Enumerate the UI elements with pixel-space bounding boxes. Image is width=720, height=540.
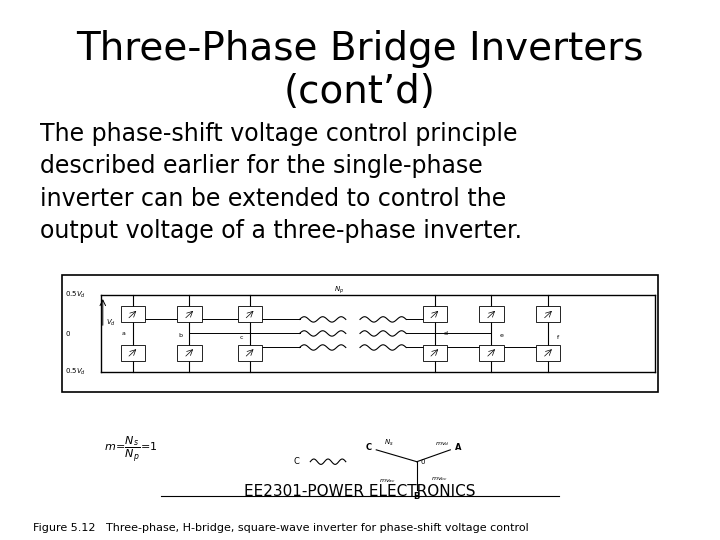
FancyBboxPatch shape [536,345,560,361]
Text: c: c [239,335,243,340]
FancyBboxPatch shape [423,345,446,361]
Text: b: b [179,333,182,338]
Text: B: B [414,492,420,501]
FancyBboxPatch shape [177,345,202,361]
Text: (cont’d): (cont’d) [284,73,436,111]
FancyBboxPatch shape [423,306,446,322]
FancyBboxPatch shape [480,345,503,361]
Text: f: f [557,335,559,340]
Text: Three-Phase Bridge Inverters: Three-Phase Bridge Inverters [76,30,644,68]
Text: A: A [455,443,462,451]
Text: $0.5V_d$: $0.5V_d$ [65,290,86,300]
FancyBboxPatch shape [536,306,560,322]
FancyBboxPatch shape [238,345,262,361]
Text: $V_d$: $V_d$ [107,318,116,328]
Text: d: d [443,331,447,336]
Text: $0$: $0$ [65,329,71,338]
Text: $mv_{ac}$: $mv_{ac}$ [379,477,395,485]
Text: $mv_{d}$: $mv_{d}$ [435,440,449,448]
Text: a: a [122,331,125,336]
Text: $N_p$: $N_p$ [333,285,343,296]
Text: Figure 5.12   Three-phase, H-bridge, square-wave inverter for phase-shift voltag: Figure 5.12 Three-phase, H-bridge, squar… [33,523,529,533]
Text: $m\!=\!\dfrac{N_s}{N_p}\!=\!1$: $m\!=\!\dfrac{N_s}{N_p}\!=\!1$ [104,435,158,464]
Text: $0.5V_d$: $0.5V_d$ [65,367,86,377]
Text: e: e [500,333,504,338]
FancyBboxPatch shape [120,306,145,322]
FancyBboxPatch shape [238,306,262,322]
Text: EE2301-POWER ELECTRONICS: EE2301-POWER ELECTRONICS [244,484,476,499]
FancyBboxPatch shape [62,275,658,391]
Text: C: C [294,457,300,466]
Text: $N_s$: $N_s$ [384,438,393,448]
Text: 0: 0 [420,458,425,465]
Text: $mv_{bc}$: $mv_{bc}$ [431,475,448,483]
Text: The phase-shift voltage control principle
described earlier for the single-phase: The phase-shift voltage control principl… [40,122,522,243]
Text: C: C [365,443,372,452]
FancyBboxPatch shape [120,345,145,361]
FancyBboxPatch shape [480,306,503,322]
FancyBboxPatch shape [177,306,202,322]
